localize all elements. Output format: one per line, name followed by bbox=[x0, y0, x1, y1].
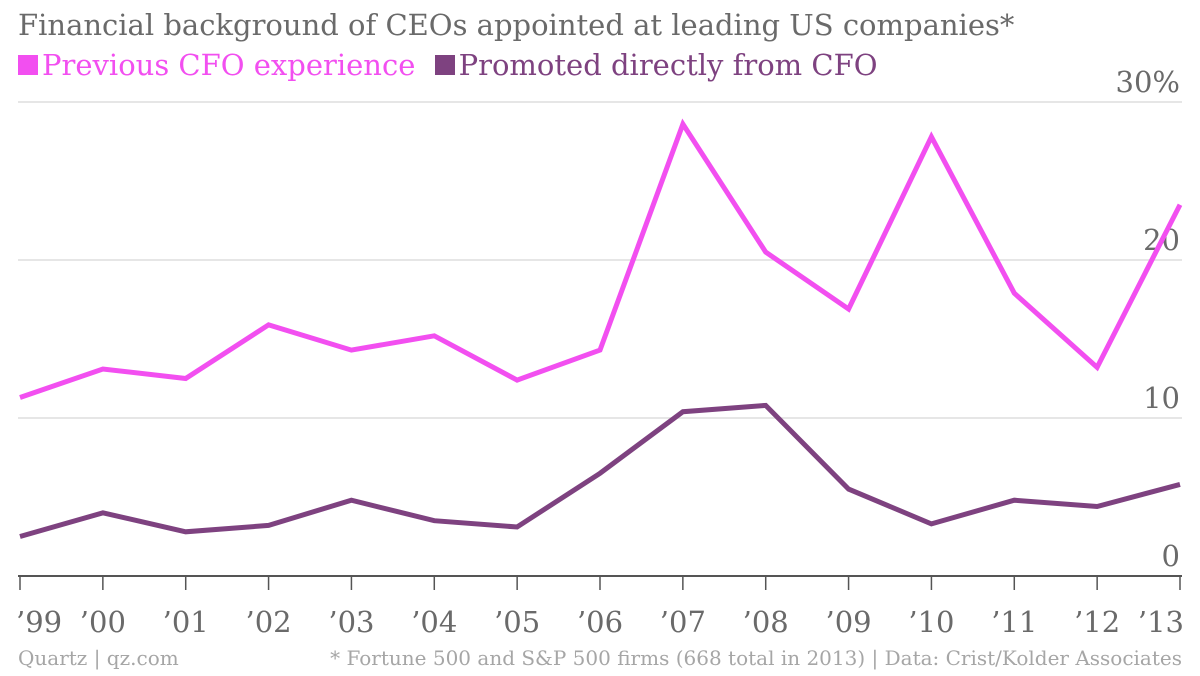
legend: Previous CFO experience Promoted directl… bbox=[18, 48, 887, 82]
x-tick-label: ’99 bbox=[16, 605, 62, 639]
x-tick-label: ’12 bbox=[1074, 605, 1120, 639]
series-line-promoted-cfo bbox=[19, 402, 1181, 539]
x-tick-label: ’05 bbox=[494, 605, 540, 639]
x-tick-label: ’02 bbox=[246, 605, 292, 639]
chart-title: Financial background of CEOs appointed a… bbox=[18, 8, 1015, 42]
x-tick-label: ’00 bbox=[80, 605, 126, 639]
legend-label-promoted-cfo: Promoted directly from CFO bbox=[458, 48, 878, 82]
x-tick-label: ’09 bbox=[826, 605, 872, 639]
legend-item-promoted-cfo: Promoted directly from CFO bbox=[434, 48, 878, 82]
y-tick-label: 30% bbox=[1116, 65, 1180, 99]
footnote: * Fortune 500 and S&P 500 firms (668 tot… bbox=[330, 646, 1182, 670]
y-tick-label: 10 bbox=[1143, 381, 1180, 415]
x-tick-label: ’06 bbox=[577, 605, 623, 639]
legend-swatch-previous-cfo bbox=[18, 55, 38, 75]
x-tick-label: ’07 bbox=[660, 605, 706, 639]
series-line-previous-cfo bbox=[19, 118, 1183, 400]
x-tick-label: ’01 bbox=[163, 605, 209, 639]
x-tick-label: ’13 bbox=[1138, 605, 1184, 639]
x-tick-label: ’10 bbox=[908, 605, 954, 639]
y-tick-label: 0 bbox=[1162, 539, 1180, 573]
x-tick-label: ’03 bbox=[328, 605, 374, 639]
legend-item-previous-cfo: Previous CFO experience bbox=[18, 48, 415, 82]
x-tick-label: ’04 bbox=[411, 605, 457, 639]
legend-swatch-promoted-cfo bbox=[434, 55, 455, 75]
x-tick-label: ’08 bbox=[743, 605, 789, 639]
x-tick-label: ’11 bbox=[991, 605, 1037, 639]
source-credit: Quartz | qz.com bbox=[18, 646, 179, 670]
legend-label-previous-cfo: Previous CFO experience bbox=[42, 48, 416, 82]
